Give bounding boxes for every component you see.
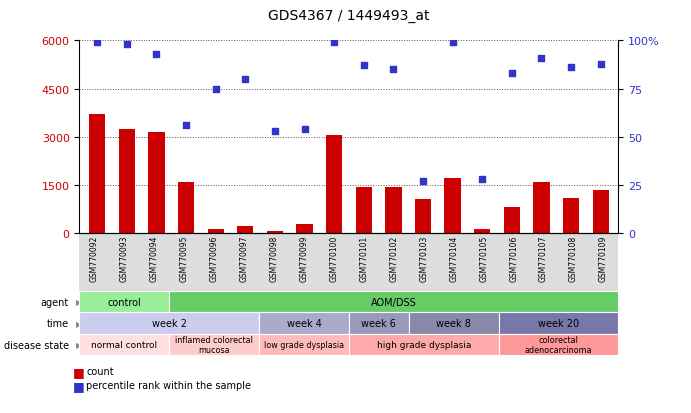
Text: GSM770092: GSM770092 [90,235,99,282]
Point [180,123,191,129]
Bar [415,200,431,233]
Text: GSM770096: GSM770096 [209,235,219,282]
Text: ▶: ▶ [76,319,82,328]
Text: GSM770097: GSM770097 [240,235,249,282]
Text: count: count [86,366,114,376]
Bar [237,226,254,233]
Point [507,71,518,77]
Bar [149,133,164,233]
Bar [89,115,105,233]
Text: ■: ■ [73,365,84,378]
Text: GSM770102: GSM770102 [389,235,399,282]
Bar [533,182,549,233]
Bar [563,198,579,233]
Text: control: control [108,297,141,307]
Point [595,61,606,68]
Text: GSM770104: GSM770104 [449,235,458,282]
Bar [178,182,194,233]
Point [151,52,162,58]
Point [122,42,133,48]
Text: ▶: ▶ [76,297,82,306]
Text: week 6: week 6 [361,318,397,328]
Text: GSM770106: GSM770106 [509,235,518,282]
Text: GSM770101: GSM770101 [359,235,368,282]
Point [299,126,310,133]
Text: GSM770100: GSM770100 [330,235,339,282]
Point [388,67,399,74]
Bar [267,231,283,233]
Bar [444,179,461,233]
Text: week 20: week 20 [538,318,579,328]
Point [447,40,458,47]
Point [269,128,281,135]
Bar [385,188,401,233]
Bar [474,229,491,233]
Text: GSM770109: GSM770109 [599,235,608,282]
Point [417,178,428,185]
Bar [326,136,342,233]
Text: high grade dysplasia: high grade dysplasia [377,340,471,349]
Point [240,76,251,83]
Text: inflamed colorectal
mucosa: inflamed colorectal mucosa [176,335,253,354]
Text: week 4: week 4 [287,318,321,328]
Bar [504,208,520,233]
Point [92,40,103,47]
Text: agent: agent [41,297,69,307]
Text: ■: ■ [73,379,84,392]
Text: colorectal
adenocarcinoma: colorectal adenocarcinoma [524,335,592,354]
Text: AOM/DSS: AOM/DSS [371,297,417,307]
Text: GSM770099: GSM770099 [299,235,309,282]
Text: GSM770108: GSM770108 [569,235,578,282]
Point [210,86,221,93]
Text: GSM770095: GSM770095 [180,235,189,282]
Text: GSM770107: GSM770107 [539,235,548,282]
Bar [356,188,372,233]
Text: GSM770103: GSM770103 [419,235,428,282]
Text: time: time [47,318,69,328]
Text: GSM770093: GSM770093 [120,235,129,282]
Text: GSM770105: GSM770105 [479,235,489,282]
Bar [119,129,135,233]
Bar [592,190,609,233]
Bar [207,230,224,233]
Text: week 8: week 8 [436,318,471,328]
Text: normal control: normal control [91,340,158,349]
Point [536,55,547,62]
Text: week 2: week 2 [152,318,187,328]
Text: ▶: ▶ [76,340,82,349]
Point [329,40,340,47]
Text: low grade dysplasia: low grade dysplasia [264,340,344,349]
Text: GSM770094: GSM770094 [150,235,159,282]
Text: disease state: disease state [4,340,69,350]
Point [358,63,369,69]
Point [565,65,576,71]
Text: percentile rank within the sample: percentile rank within the sample [86,380,252,390]
Bar [296,225,312,233]
Point [477,176,488,183]
Text: GSM770098: GSM770098 [269,235,278,282]
Text: GDS4367 / 1449493_at: GDS4367 / 1449493_at [268,9,430,23]
